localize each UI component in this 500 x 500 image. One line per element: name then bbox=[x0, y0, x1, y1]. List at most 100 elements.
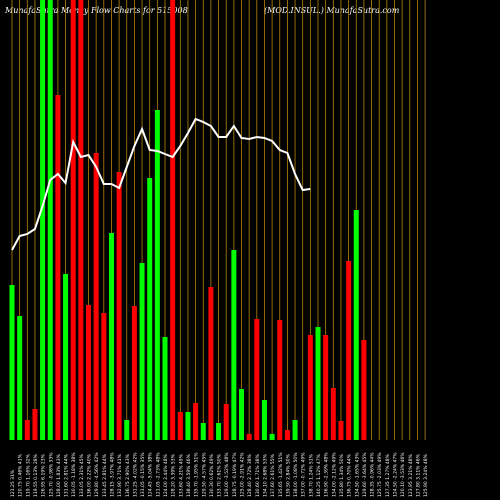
money-flow-bar bbox=[208, 287, 214, 440]
x-tick-label: 133.70 2.61% 50% bbox=[217, 453, 223, 497]
x-tick-label: 139.50 2.84% 50% bbox=[285, 453, 291, 497]
money-flow-bar bbox=[254, 319, 260, 440]
x-tick-label: 128.00 1.83% 43% bbox=[56, 453, 62, 497]
tick-labels: 121.25 31% 120.75 0.46% 41% 119.70 1.16% 3… bbox=[10, 452, 429, 497]
money-flow-bar bbox=[177, 412, 183, 440]
x-tick-label: 125.70 -0.98% 33% bbox=[48, 452, 54, 497]
money-flow-bar bbox=[47, 0, 53, 440]
x-tick-label: 137.60 2.61% 55% bbox=[270, 453, 276, 497]
money-flow-bar bbox=[246, 434, 252, 440]
x-tick-label: 129.00 -3.52% 48% bbox=[224, 452, 230, 497]
money-flow-bar bbox=[147, 178, 153, 440]
money-flow-bar bbox=[223, 404, 229, 440]
money-flow-bar bbox=[170, 0, 176, 440]
money-flow-bar bbox=[292, 420, 298, 440]
money-flow-bar bbox=[162, 337, 168, 440]
money-flow-bar bbox=[261, 400, 267, 440]
x-tick-label: 131.25 -4.02% 42% bbox=[132, 452, 138, 497]
money-flow-bar bbox=[185, 412, 191, 440]
x-tick-label: 121.25 31% bbox=[10, 469, 16, 497]
x-tick-label: 124.45 -5.04% 38% bbox=[148, 452, 154, 497]
money-flow-bar bbox=[78, 0, 84, 440]
money-flow-bar bbox=[63, 274, 69, 440]
money-flow-bar bbox=[139, 263, 145, 440]
x-tick-label: 138.00 -1.08% 50% bbox=[293, 452, 299, 497]
x-tick-label: 133.45 2.81% 44% bbox=[102, 453, 108, 497]
money-flow-bar bbox=[124, 420, 130, 440]
x-tick-label: 128.40 2.72% 38% bbox=[247, 453, 253, 497]
money-flow-bar bbox=[193, 403, 199, 440]
money-flow-bar bbox=[307, 335, 313, 440]
x-tick-label: 120.75 0.46% 41% bbox=[18, 453, 24, 497]
x-tick-label: 128.75 -0.19% 47% bbox=[232, 452, 238, 497]
money-flow-bar bbox=[239, 389, 244, 440]
x-tick-label: 125.00 -2.91% 42% bbox=[240, 452, 246, 497]
x-tick-label: 132.90 3.71% 41% bbox=[117, 453, 123, 497]
money-flow-bar bbox=[338, 421, 344, 440]
money-flow-bar bbox=[330, 388, 336, 440]
money-flow-bar bbox=[86, 305, 91, 440]
x-tick-label: 130.05 -1.18% 38% bbox=[71, 452, 77, 497]
x-tick-label: 130.30 0.62% 49% bbox=[209, 453, 215, 497]
money-flow-bar bbox=[200, 423, 206, 440]
bars bbox=[9, 0, 367, 440]
x-tick-label: 136.75 0.70% 44% bbox=[347, 453, 353, 497]
x-tick-label: 138.40 3.59% 46% bbox=[186, 453, 192, 497]
x-tick-label: 138.70 1.24% 51% bbox=[308, 453, 314, 497]
x-tick-label: 135.80 1.34% 50% bbox=[339, 453, 345, 497]
price-line bbox=[11, 117, 311, 251]
x-tick-label: 121.05 -2.73% 48% bbox=[155, 452, 161, 497]
x-tick-label: 134.10 2.68% 53% bbox=[262, 453, 268, 497]
x-tick-label: 137.00 -0.72% 49% bbox=[301, 452, 307, 497]
money-flow-bar bbox=[284, 430, 290, 440]
x-tick-label: 136.75 2.90% 43% bbox=[125, 453, 131, 497]
money-flow-bar bbox=[32, 409, 38, 440]
x-tick-label: 134.00 -2.12% 49% bbox=[331, 452, 337, 497]
x-tick-label: 131.60 2.81% 44% bbox=[64, 453, 70, 497]
money-flow-bar bbox=[315, 327, 321, 440]
x-tick-label: 129.60 -3.64% 45% bbox=[362, 452, 368, 497]
money-flow-bar bbox=[108, 233, 114, 440]
x-tick-label: 135.65 -1.42% 51% bbox=[278, 452, 284, 497]
money-flow-bar bbox=[353, 210, 359, 440]
x-tick-label: 131.05 -0.15% 35% bbox=[140, 452, 146, 497]
x-tick-label: 129.50 -4.57% 45% bbox=[201, 452, 207, 497]
x-tick-label: 126.95 6.19% 23% bbox=[41, 453, 47, 497]
x-tick-label: 119.70 1.16% 32% bbox=[25, 453, 31, 497]
x-tick-label: 128.20 3.39% 53% bbox=[171, 453, 177, 497]
x-tick-label: 133.05 2.31% 45% bbox=[79, 453, 85, 497]
x-tick-label: 127.80 3.11% 46% bbox=[415, 453, 421, 497]
x-tick-label: 120.10 -3.53% 46% bbox=[400, 452, 406, 497]
money-flow-bar bbox=[131, 306, 137, 440]
money-flow-bar bbox=[231, 250, 237, 440]
money-flow-bar bbox=[93, 153, 99, 440]
money-flow-bar bbox=[346, 261, 352, 440]
x-tick-label: 123.95 3.21% 48% bbox=[408, 453, 414, 497]
money-flow-bar bbox=[154, 110, 160, 440]
x-tick-label: 124.00 2.44% 48% bbox=[163, 453, 169, 497]
x-tick-label: 128.35 -0.96% 44% bbox=[370, 452, 376, 497]
money-flow-bar bbox=[70, 0, 76, 440]
money-flow-bar bbox=[24, 420, 30, 440]
money-flow-bar bbox=[361, 340, 367, 440]
money-flow-bar bbox=[116, 172, 122, 440]
money-flow-bar bbox=[216, 423, 222, 440]
money-flow-bar bbox=[323, 335, 329, 440]
x-tick-label: 125.75 -2.03% 49% bbox=[377, 452, 383, 497]
price-line-group bbox=[11, 117, 311, 251]
x-tick-label: 129.80 -4.56% 42% bbox=[94, 452, 100, 497]
x-tick-label: 136.90 -2.39% 48% bbox=[324, 452, 330, 497]
x-tick-label: 130.60 1.71% 38% bbox=[255, 453, 261, 497]
x-tick-label: 127.35 1.27% 48% bbox=[385, 453, 391, 497]
x-tick-label: 124.50 -2.24% 47% bbox=[393, 452, 399, 497]
x-tick-label: 135.70 -1.95% 51% bbox=[194, 452, 200, 497]
money-flow-bar bbox=[17, 316, 23, 440]
money-flow-bar bbox=[55, 95, 61, 440]
x-tick-label: 125.90 3.24% 48% bbox=[423, 453, 429, 497]
x-tick-label: 140.25 1.12% 47% bbox=[316, 453, 322, 497]
x-tick-label: 128.15 -3.97% 48% bbox=[109, 452, 115, 497]
x-tick-label: 133.60 4.21% 49% bbox=[178, 453, 184, 497]
x-tick-label: 136.00 2.22% 40% bbox=[87, 453, 93, 497]
x-tick-label: 134.50 -1.65% 43% bbox=[354, 452, 360, 497]
